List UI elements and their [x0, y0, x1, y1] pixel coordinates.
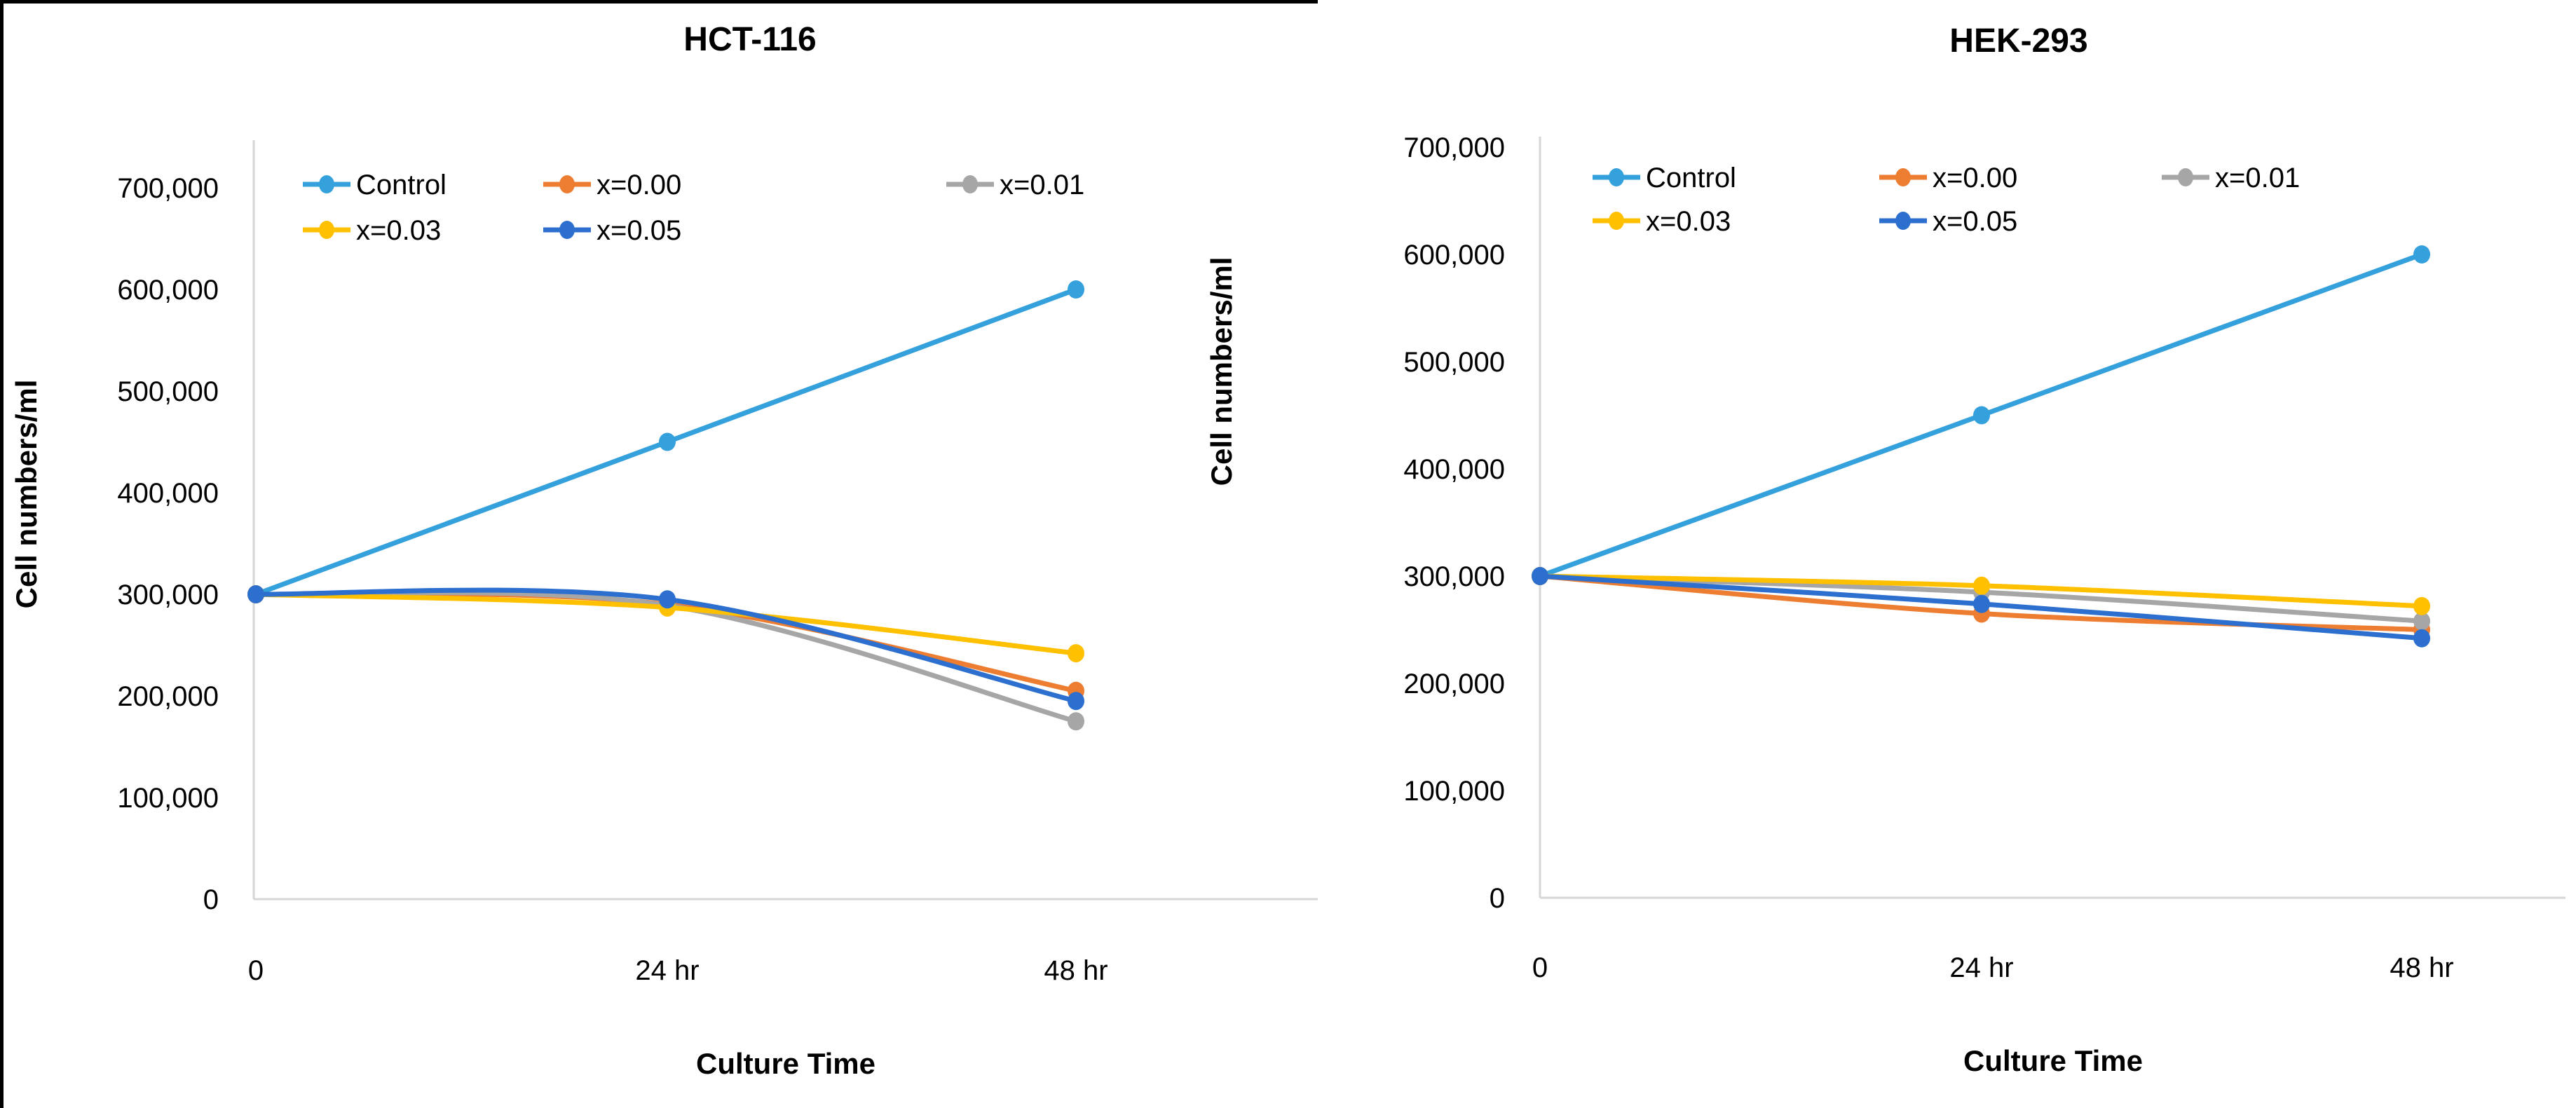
legend-marker-dot [559, 175, 575, 193]
y-tick-label: 0 [1490, 883, 1505, 914]
legend-label: x=0.05 [597, 215, 681, 246]
figure-border-left [0, 0, 4, 1108]
legend-marker-dot [2178, 168, 2193, 186]
y-tick-label: 500,000 [1403, 347, 1505, 378]
y-tick-label: 400,000 [1403, 454, 1505, 485]
legend-item: x=0.01 [946, 170, 1084, 200]
legend-item: x=0.03 [303, 215, 441, 246]
y-tick-label: 600,000 [1403, 240, 1505, 271]
data-point [1973, 406, 1990, 425]
legend: Control x=0.00 x=0.01 x=0.03 x=0.05 [303, 170, 1084, 246]
data-point [1973, 576, 1990, 595]
data-point [1973, 594, 1990, 613]
y-tick-label: 700,000 [117, 173, 219, 204]
data-point [659, 432, 676, 451]
data-point [1068, 644, 1084, 663]
series-x-0.05 [247, 585, 1084, 711]
y-tick-label: 100,000 [1403, 776, 1505, 807]
x-tick-label: 24 hr [635, 955, 699, 986]
x-axis-title-right: Culture Time [1963, 1044, 2143, 1077]
y-tick-label: 500,000 [117, 376, 219, 407]
data-point [2413, 596, 2430, 615]
data-point [1068, 280, 1084, 299]
legend-label: Control [356, 170, 447, 200]
data-point [1068, 692, 1084, 711]
series-x-0.05 [1532, 567, 2430, 648]
chart-title-hct116: HCT-116 [683, 21, 816, 58]
legend-item: Control [303, 170, 447, 200]
legend-item: x=0.00 [1879, 163, 2017, 193]
y-axis-title-right: Cell numbers/ml [1205, 257, 1238, 486]
legend-marker-dot [559, 221, 575, 239]
legend-item: x=0.05 [543, 215, 681, 246]
legend-item: x=0.05 [1879, 206, 2017, 237]
y-tick-label: 300,000 [1403, 561, 1505, 592]
data-point [2413, 629, 2430, 648]
x-axis-title-left: Culture Time [696, 1047, 875, 1080]
chart-hek-293: 0 100,000 200,000 300,000 400,000 500,000 600,… [1403, 132, 2565, 983]
data-point [1068, 712, 1084, 731]
legend-item: Control [1593, 163, 1736, 193]
legend-label: x=0.01 [1000, 170, 1084, 200]
data-point [659, 590, 676, 609]
y-tick-label: 400,000 [117, 478, 219, 509]
legend-label: x=0.05 [1933, 206, 2017, 237]
legend-marker-dot [1895, 168, 1911, 186]
data-point [2413, 612, 2430, 631]
legend: Control x=0.00 x=0.01 x=0.03 x=0.05 [1593, 163, 2300, 237]
legend-label: Control [1646, 163, 1736, 193]
y-tick-label: 700,000 [1403, 132, 1505, 163]
chart-title-hek293: HEK-293 [1949, 22, 2087, 60]
y-tick-label: 300,000 [117, 580, 219, 610]
legend-marker-dot [1609, 212, 1624, 230]
legend-marker-dot [962, 175, 978, 193]
x-tick-label: 0 [1532, 952, 1548, 983]
legend-label: x=0.03 [1646, 206, 1731, 237]
legend-label: x=0.00 [1933, 163, 2017, 193]
y-tick-label: 200,000 [1403, 669, 1505, 699]
legend-label: x=0.03 [356, 215, 441, 246]
y-tick-label: 600,000 [117, 275, 219, 306]
y-axis-title-left: Cell numbers/ml [10, 380, 43, 609]
data-point [2413, 245, 2430, 264]
y-tick-label: 0 [203, 884, 219, 915]
x-tick-label: 0 [248, 955, 264, 986]
legend-marker-dot [319, 175, 334, 193]
legend-marker-dot [1609, 168, 1624, 186]
data-point [1532, 567, 1548, 585]
chart-hct-116: 0 100,000 200,000 300,000 400,000 500,000 600,… [117, 140, 1318, 986]
x-tick-label: 48 hr [1044, 955, 1108, 986]
legend-label: x=0.01 [2215, 163, 2300, 193]
x-tick-label: 24 hr [1949, 952, 2013, 983]
legend-marker-dot [1895, 212, 1911, 230]
legend-item: x=0.00 [543, 170, 681, 200]
legend-label: x=0.00 [597, 170, 681, 200]
legend-item: x=0.03 [1593, 206, 1731, 237]
series-control [247, 280, 1084, 603]
legend-marker-dot [319, 221, 334, 239]
data-point [247, 585, 264, 603]
y-tick-label: 100,000 [117, 783, 219, 814]
legend-item: x=0.01 [2162, 163, 2300, 193]
y-tick-label: 200,000 [117, 681, 219, 712]
x-tick-label: 48 hr [2390, 952, 2453, 983]
figure-border-top [0, 0, 1318, 4]
series-control [1532, 245, 2430, 585]
